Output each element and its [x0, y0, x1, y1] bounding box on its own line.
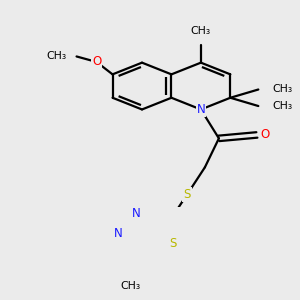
Text: O: O [92, 56, 101, 68]
Text: CH₃: CH₃ [272, 101, 292, 111]
Text: CH₃: CH₃ [121, 281, 141, 291]
Text: S: S [183, 188, 190, 201]
Text: N: N [132, 207, 141, 220]
Text: CH₃: CH₃ [46, 52, 67, 61]
Text: S: S [170, 237, 177, 250]
Text: CH₃: CH₃ [191, 26, 211, 37]
Text: N: N [196, 103, 205, 116]
Text: O: O [260, 128, 269, 141]
Text: N: N [114, 227, 122, 240]
Text: CH₃: CH₃ [272, 85, 292, 94]
